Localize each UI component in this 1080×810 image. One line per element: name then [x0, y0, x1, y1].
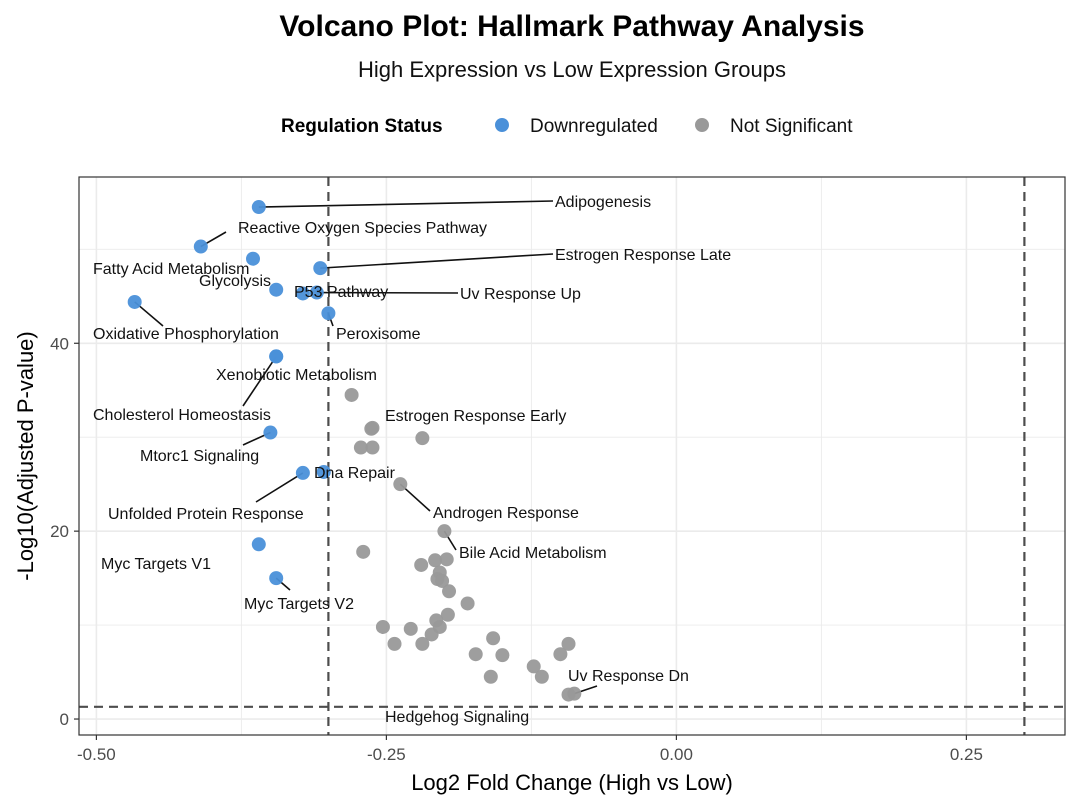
chart-title: Volcano Plot: Hallmark Pathway Analysis [279, 10, 864, 43]
point-label: Glycolysis [199, 273, 271, 290]
label-leader-lines [134, 200, 598, 695]
legend: Regulation Status Downregulated Not Sign… [281, 116, 853, 137]
point-label: Estrogen Response Late [555, 247, 731, 264]
point-not-significant [483, 669, 498, 684]
point-label: P53 Pathway [294, 284, 388, 301]
x-tick-label: -0.25 [367, 745, 406, 764]
grid-lines [79, 177, 1065, 735]
point-downregulated [263, 425, 278, 440]
point-not-significant [387, 636, 402, 651]
plot-border [78, 176, 1066, 736]
point-label: Unfolded Protein Response [108, 506, 304, 523]
point-label: Fatty Acid Metabolism [93, 261, 250, 278]
point-not-significant [439, 552, 454, 567]
legend-label-downregulated: Downregulated [530, 116, 658, 137]
point-downregulated [251, 537, 266, 552]
point-downregulated [316, 464, 331, 479]
point-not-significant [561, 687, 576, 702]
point-not-significant [435, 573, 450, 588]
point-downregulated [269, 282, 284, 297]
point-not-significant [553, 647, 568, 662]
x-tick-label: 0.25 [950, 745, 983, 764]
point-downregulated [269, 349, 284, 364]
point-not-significant [440, 607, 455, 622]
point-label: Oxidative Phosphorylation [93, 326, 279, 343]
point-downregulated [321, 306, 336, 321]
legend-label-not-significant: Not Significant [730, 116, 853, 137]
point-label: Estrogen Response Early [385, 408, 566, 425]
point-not-significant [424, 627, 439, 642]
point-downregulated [251, 200, 266, 215]
chart-subtitle: High Expression vs Low Expression Groups [358, 57, 786, 82]
point-not-significant [486, 631, 501, 646]
point-downregulated [193, 239, 208, 254]
point-not-significant [403, 621, 418, 636]
x-tick-label: 0.00 [660, 745, 693, 764]
x-tick-label: -0.50 [77, 745, 116, 764]
point-label: Bile Acid Metabolism [459, 545, 607, 562]
label-leader [258, 200, 554, 208]
point-not-significant [414, 557, 429, 572]
point-not-significant [460, 596, 475, 611]
data-points [127, 200, 582, 702]
point-label: Xenobiotic Metabolism [216, 367, 377, 384]
legend-title: Regulation Status [281, 116, 443, 137]
label-leader [320, 253, 554, 269]
point-label: Hedgehog Signaling [385, 709, 529, 726]
label-leader [255, 472, 304, 503]
point-label: Mtorc1 Signaling [140, 448, 259, 465]
point-not-significant [353, 440, 368, 455]
point-label: Reactive Oxygen Species Pathway [238, 220, 487, 237]
point-label: Myc Targets V2 [244, 596, 354, 613]
point-label: Dna Repair [314, 465, 396, 482]
y-tick-label: 20 [50, 522, 69, 541]
point-downregulated [269, 571, 284, 586]
point-not-significant [468, 647, 483, 662]
point-downregulated [127, 294, 142, 309]
point-downregulated [313, 261, 328, 276]
point-not-significant [561, 636, 576, 651]
point-not-significant [534, 669, 549, 684]
point-label: Cholesterol Homeostasis [93, 407, 271, 424]
y-tick-label: 40 [50, 334, 69, 353]
threshold-lines [79, 177, 1065, 735]
y-axis-title: -Log10(Adjusted P-value) [13, 331, 38, 580]
point-not-significant [365, 420, 380, 435]
legend-key-downregulated [495, 118, 509, 132]
point-not-significant [393, 477, 408, 492]
point-not-significant [428, 553, 443, 568]
point-not-significant [344, 387, 359, 402]
x-axis: -0.50 -0.25 0.00 0.25 [77, 735, 983, 764]
point-label: Uv Response Up [460, 286, 581, 303]
point-not-significant [442, 584, 457, 599]
y-axis: 0 20 40 [50, 334, 79, 729]
y-tick-label: 0 [60, 710, 69, 729]
point-not-significant [415, 431, 430, 446]
point-downregulated [295, 286, 310, 301]
point-downregulated [246, 251, 260, 266]
point-label: Peroxisome [336, 326, 421, 343]
point-label: Adipogenesis [555, 194, 651, 211]
point-label: Uv Response Dn [568, 668, 689, 685]
point-downregulated [309, 285, 324, 300]
label-leader [242, 355, 277, 407]
point-not-significant [495, 648, 510, 663]
point-not-significant [356, 544, 371, 559]
point-not-significant [375, 619, 390, 634]
point-not-significant [437, 524, 452, 539]
point-downregulated [295, 465, 310, 480]
point-not-significant [526, 659, 541, 674]
point-not-significant [365, 440, 380, 455]
point-label: Androgen Response [433, 505, 579, 522]
x-axis-title: Log2 Fold Change (High vs Low) [411, 770, 733, 795]
point-labels: Adipogenesis Reactive Oxygen Species Path… [93, 194, 731, 726]
point-not-significant [415, 636, 430, 651]
point-label: Myc Targets V1 [101, 556, 211, 573]
legend-key-not-significant [695, 118, 709, 132]
